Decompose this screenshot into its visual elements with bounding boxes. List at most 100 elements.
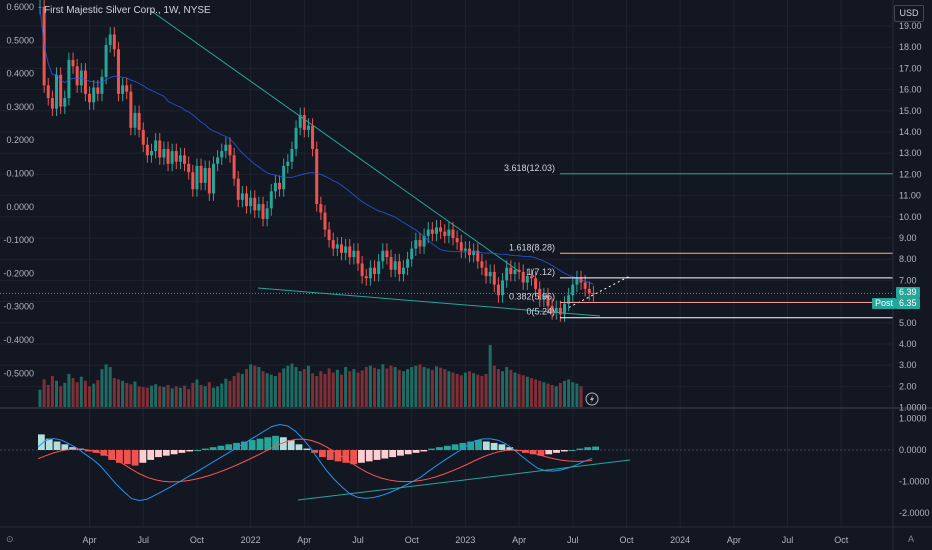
volume-bar [38,389,42,407]
volume-bars [38,345,583,407]
price-axis[interactable]: 19.00 18.00 17.00 16.00 15.00 14.00 13.00 12.00… [899,21,927,413]
currency-button[interactable]: USD [894,5,924,22]
volume-bar [579,386,583,407]
volume-bar [286,365,290,407]
candle-body [302,115,306,130]
candle-body [83,70,87,94]
candle-body [133,112,137,128]
volume-bar [265,373,269,407]
volume-bar [183,385,187,407]
volume-bar [116,379,120,407]
volume-bar [141,387,145,407]
volume-bar [216,386,220,407]
macd-histogram-bar [412,450,420,453]
candle-body [75,66,79,86]
candle-body [501,280,505,296]
price-tick-label: 10.00 [899,212,922,222]
volume-bar [145,387,149,407]
descending-trendline[interactable] [149,9,521,273]
volume-bar [319,371,323,407]
volume-bar [550,384,554,407]
volume-bar [269,374,273,407]
post-market-price-badge: 6.35 [896,298,920,309]
macd-histogram-bar [553,450,560,453]
candle-body [269,191,273,209]
time-tick-label: Jul [782,535,794,545]
time-axis[interactable]: Apr Jul Oct 2022 Apr Jul Oct 2023 Apr Jul Oct 2024 A… [83,535,849,545]
candle-body [315,148,319,205]
volume-bar [42,379,46,407]
volume-bar [199,384,203,407]
macd-histogram-bar [443,445,451,450]
candle-body [46,85,50,99]
auto-scale-button[interactable]: A [908,534,915,544]
candle-body [166,148,170,164]
candle-body [174,151,178,162]
candle-body [505,267,509,281]
candle-body [112,34,116,50]
candle-body [529,276,533,279]
volume-bar [488,345,492,407]
candle-body [203,168,207,183]
candle-body [108,34,112,46]
volume-bar [472,373,476,407]
candle-body [538,288,542,300]
volume-bar [406,369,410,407]
price-tick-label: 9.00 [899,233,917,243]
macd-histogram-bar [186,450,194,452]
candle-body [240,193,244,200]
volume-bar [245,369,248,407]
price-tick-label: 19.00 [899,21,922,31]
price-tick-label: 12.00 [899,169,922,179]
macd-divergence-trendline[interactable] [297,459,631,501]
candle-body [335,244,339,249]
candle-body [154,140,158,152]
candle-body [591,293,595,295]
fib-level-label: 1(7.12) [526,267,555,277]
macd-histogram-bar [459,442,467,450]
last-price-badge: 6.39 [896,287,920,298]
volume-bar [368,365,372,407]
macd-histogram-bar [451,444,459,450]
trend-lines[interactable] [0,9,893,317]
volume-bar [112,378,116,407]
left-tick-label: -0.2000 [3,268,34,278]
candle-body [224,144,228,152]
volume-bar [534,379,538,407]
macd-histogram-bar [240,441,248,450]
candle-body [422,235,426,247]
candle-body [195,165,199,190]
candle-body [488,271,492,277]
lightning-icon-glyph [590,395,594,403]
volume-bar [306,365,310,407]
volume-bar [426,368,430,407]
macd-histogram-bar [38,434,45,450]
macd-histogram-bar [264,437,272,450]
fib-extension[interactable]: 3.618(12.03) 1.618(8.28) 1(7.12) 0.382(5.96… [504,163,893,319]
support-trendline[interactable] [257,287,601,317]
macd-histogram-bar [139,450,147,463]
candle-body [418,240,422,247]
volume-bar [104,364,108,407]
left-tick-label: 0.3000 [6,102,34,112]
fib-level-label: 1.618(8.28) [509,242,555,252]
volume-bar [451,372,455,407]
volume-bar [121,380,125,407]
volume-bar [83,380,87,407]
volume-bar [154,384,158,407]
candle-body [116,49,120,94]
volume-bar [137,386,141,407]
tradingview-logo-icon[interactable]: ⊙ [6,534,14,544]
projection-line[interactable] [559,275,631,313]
candle-body [220,151,224,158]
candle-body [521,271,525,283]
price-tick-label: 14.00 [899,127,922,137]
volume-bar [348,371,352,407]
candle-body [459,242,463,251]
time-tick-label: 2022 [241,535,261,545]
macd-histogram-bar [506,447,514,450]
candle-body [158,140,162,158]
volume-bar [563,380,567,407]
candle-body [410,248,414,260]
